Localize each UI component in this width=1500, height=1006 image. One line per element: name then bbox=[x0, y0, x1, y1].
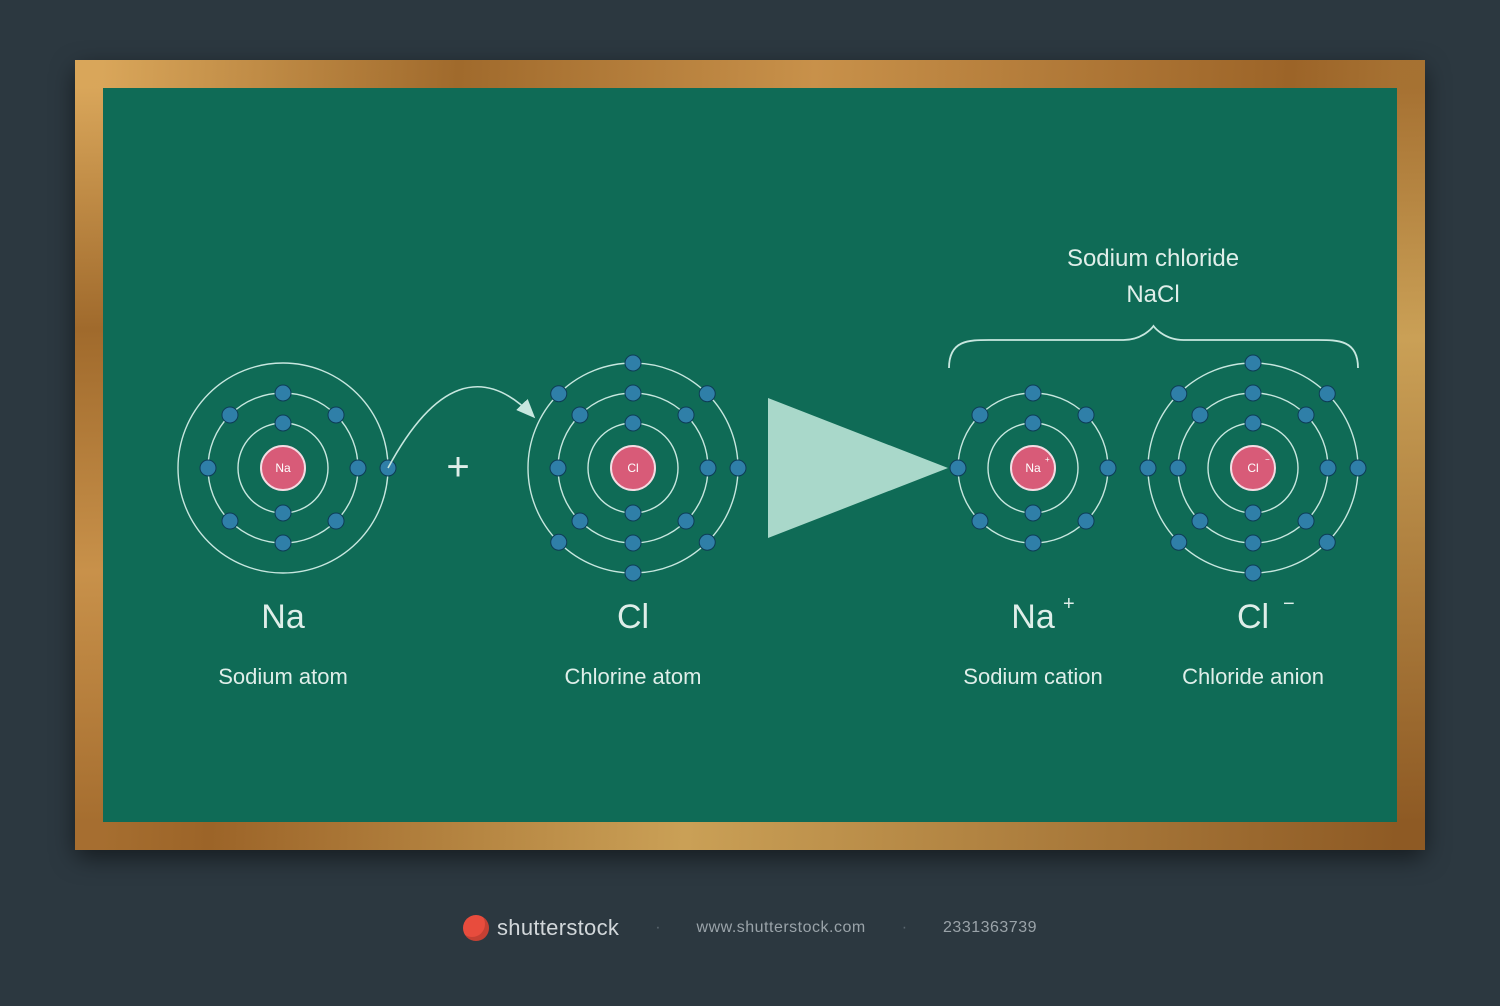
chalkboard-frame: Na Na Sodium atom Cl Cl Chlorine atom Na + Na + So… bbox=[75, 60, 1425, 850]
brand-logo-icon bbox=[463, 915, 489, 941]
atom-name: Sodium cation bbox=[963, 664, 1102, 689]
electron bbox=[1245, 355, 1261, 371]
atom-name: Chloride anion bbox=[1182, 664, 1324, 689]
electron bbox=[1298, 513, 1314, 529]
electron bbox=[1245, 505, 1261, 521]
electron bbox=[699, 386, 715, 402]
electron bbox=[1171, 386, 1187, 402]
electron bbox=[551, 386, 567, 402]
electron bbox=[1319, 386, 1335, 402]
chalkboard-svg: Na Na Sodium atom Cl Cl Chlorine atom Na + Na + So… bbox=[103, 88, 1397, 822]
electron bbox=[950, 460, 966, 476]
electron bbox=[730, 460, 746, 476]
electron bbox=[1025, 505, 1041, 521]
atom-symbol: Na bbox=[261, 598, 305, 636]
footer-image-id: 2331363739 bbox=[943, 919, 1037, 937]
compound-name: Sodium chloride bbox=[1067, 245, 1239, 272]
electron bbox=[1025, 535, 1041, 551]
electron bbox=[625, 355, 641, 371]
electron bbox=[1192, 513, 1208, 529]
electron bbox=[1025, 415, 1041, 431]
electron bbox=[275, 535, 291, 551]
nucleus-label: Cl bbox=[627, 461, 638, 475]
electron bbox=[1140, 460, 1156, 476]
atom-symbol: Cl bbox=[1237, 598, 1269, 636]
electron bbox=[625, 385, 641, 401]
footer-sep-2: · bbox=[902, 919, 907, 937]
electron bbox=[1245, 415, 1261, 431]
nucleus-label: Cl bbox=[1247, 461, 1258, 475]
atom-name: Chlorine atom bbox=[565, 664, 702, 689]
electron bbox=[1100, 460, 1116, 476]
electron bbox=[222, 513, 238, 529]
atom-name: Sodium atom bbox=[218, 664, 348, 689]
electron bbox=[972, 407, 988, 423]
electron bbox=[625, 565, 641, 581]
electron bbox=[699, 534, 715, 550]
electron bbox=[1025, 385, 1041, 401]
electron bbox=[328, 513, 344, 529]
electron bbox=[625, 505, 641, 521]
nucleus-label: Na bbox=[1025, 461, 1041, 475]
nucleus-sup: − bbox=[1265, 455, 1270, 464]
electron bbox=[200, 460, 216, 476]
brand-logo: shutterstock bbox=[463, 915, 619, 941]
atom-symbol: Cl bbox=[617, 598, 649, 636]
compound-formula: NaCl bbox=[1126, 281, 1179, 308]
electron bbox=[275, 385, 291, 401]
footer-url: www.shutterstock.com bbox=[697, 919, 866, 937]
electron bbox=[550, 460, 566, 476]
electron bbox=[1245, 565, 1261, 581]
electron bbox=[222, 407, 238, 423]
atom-symbol-sup: + bbox=[1063, 593, 1075, 615]
electron bbox=[972, 513, 988, 529]
electron bbox=[572, 407, 588, 423]
electron bbox=[1078, 513, 1094, 529]
electron bbox=[275, 415, 291, 431]
electron bbox=[328, 407, 344, 423]
footer-bar: shutterstock · www.shutterstock.com · 23… bbox=[0, 850, 1500, 1006]
electron bbox=[1170, 460, 1186, 476]
electron bbox=[1320, 460, 1336, 476]
brand-name: shutterstock bbox=[497, 915, 619, 941]
electron bbox=[1298, 407, 1314, 423]
atom-symbol-sup: − bbox=[1283, 593, 1295, 615]
electron bbox=[1245, 535, 1261, 551]
electron bbox=[625, 535, 641, 551]
nucleus-sup: + bbox=[1045, 455, 1050, 464]
electron bbox=[1078, 407, 1094, 423]
electron bbox=[678, 513, 694, 529]
electron bbox=[1171, 534, 1187, 550]
nucleus-label: Na bbox=[275, 461, 291, 475]
electron bbox=[678, 407, 694, 423]
electron bbox=[1319, 534, 1335, 550]
electron bbox=[1245, 385, 1261, 401]
electron bbox=[572, 513, 588, 529]
electron bbox=[350, 460, 366, 476]
electron bbox=[625, 415, 641, 431]
atom-symbol: Na bbox=[1011, 598, 1055, 636]
electron bbox=[275, 505, 291, 521]
plus-sign: + bbox=[446, 445, 469, 489]
footer-sep-1: · bbox=[655, 919, 660, 937]
electron bbox=[551, 534, 567, 550]
electron bbox=[1350, 460, 1366, 476]
electron bbox=[1192, 407, 1208, 423]
electron bbox=[700, 460, 716, 476]
